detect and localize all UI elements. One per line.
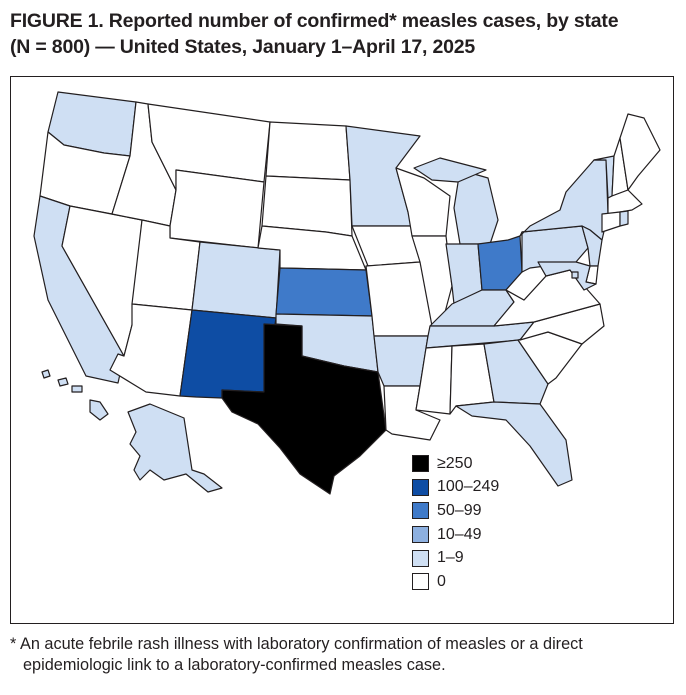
legend-item: 10–49 <box>412 523 499 547</box>
state-MI-UP <box>413 157 487 183</box>
legend-item: 100–249 <box>412 476 499 500</box>
state-NM <box>179 309 277 399</box>
legend-item: 1–9 <box>412 546 499 570</box>
footnote-line-2: epidemiologic link to a laboratory-confi… <box>23 656 446 674</box>
footnote-line-1: * An acute febrile rash illness with lab… <box>10 635 583 653</box>
state-RI <box>619 210 629 227</box>
state-MD <box>537 261 597 291</box>
state-KS <box>275 267 373 317</box>
legend-swatch <box>412 526 429 544</box>
legend-swatch <box>412 573 429 591</box>
legend-swatch <box>412 455 429 473</box>
state-HI-2 <box>57 377 69 387</box>
state-AK <box>127 403 223 493</box>
title-line-1: FIGURE 1. Reported number of confirmed* … <box>10 10 619 32</box>
state-ME <box>619 113 661 191</box>
state-TX <box>221 323 387 495</box>
state-WY <box>169 169 265 249</box>
state-CO <box>191 241 281 319</box>
legend-label: 100–249 <box>437 478 500 496</box>
title-line-2: (N = 800) — United States, January 1–Apr… <box>10 36 476 58</box>
legend-label: 0 <box>437 572 446 590</box>
state-HI-4 <box>89 399 109 421</box>
map-frame <box>10 76 674 624</box>
legend-label: 1–9 <box>437 549 464 567</box>
legend-swatch <box>412 502 429 520</box>
state-FL <box>455 401 573 487</box>
state-MS <box>415 345 453 415</box>
figure-title: FIGURE 1. Reported number of confirmed* … <box>10 8 680 60</box>
legend-label: 10–49 <box>437 525 482 543</box>
state-HI-1 <box>41 369 51 379</box>
legend: ≥250 100–249 50–99 10–49 1–9 0 <box>412 452 499 594</box>
footnote: * An acute febrile rash illness with lab… <box>10 634 680 676</box>
state-CT <box>601 211 621 233</box>
legend-item: ≥250 <box>412 452 499 476</box>
state-HI-3 <box>71 385 83 393</box>
legend-item: 0 <box>412 570 499 594</box>
legend-swatch <box>412 478 429 496</box>
state-NY <box>519 159 609 241</box>
legend-item: 50–99 <box>412 499 499 523</box>
legend-label: 50–99 <box>437 501 482 519</box>
state-AR <box>373 335 429 387</box>
state-DC <box>571 271 579 279</box>
state-GA <box>483 339 549 405</box>
state-ND <box>265 121 351 181</box>
legend-swatch <box>412 549 429 567</box>
legend-label: ≥250 <box>437 454 473 472</box>
